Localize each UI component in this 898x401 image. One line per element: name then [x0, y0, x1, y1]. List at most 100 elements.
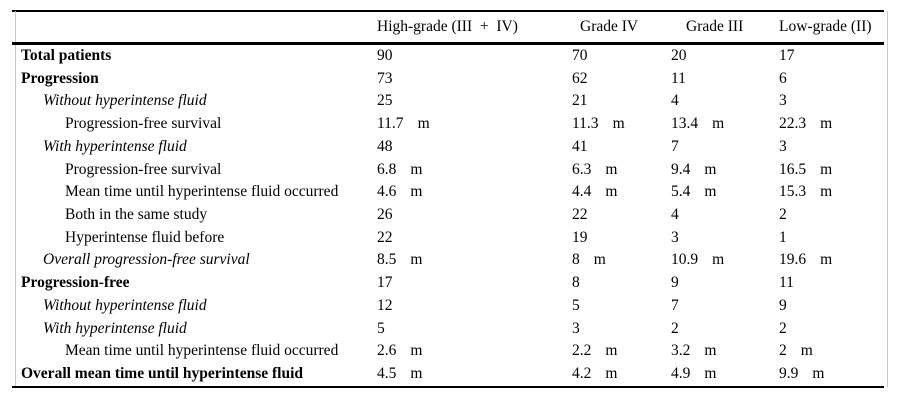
cell-value: 4.9 m [671, 363, 716, 386]
cell-value: 2 [779, 204, 787, 227]
cell-value: 2.6 m [377, 340, 422, 363]
cell-number: 11.3 [572, 115, 599, 133]
cell-number: 5 [377, 319, 385, 337]
unit-label: m [410, 365, 423, 383]
cell-number: 5.4 [671, 183, 691, 201]
column-header-low-grade: Low-grade (II) [779, 18, 872, 35]
row-label: Progression [21, 69, 99, 87]
cell-value: 7 [671, 136, 679, 159]
cell-value: 90 [377, 45, 393, 68]
table-row: Progression-free survival 6.8 m 6.3 m 9.4 m 16.… [0, 159, 898, 182]
unit-label: m [410, 251, 423, 269]
cell-value: 9 [779, 295, 787, 318]
table-row: Mean time until hyperintense fluid occur… [0, 340, 898, 363]
cell-number: 10.9 [671, 251, 699, 269]
cell-value: 11 [671, 68, 686, 91]
unit-label: m [704, 160, 717, 178]
cell-number: 2 [779, 319, 787, 337]
row-label: Mean time until hyperintense fluid occur… [65, 342, 339, 360]
cell-number: 4.4 [572, 183, 592, 201]
cell-number: 73 [377, 69, 393, 87]
unit-label: m [605, 183, 618, 201]
cell-number: 4.2 [572, 365, 592, 383]
table-row: Without hyperintense fluid 12 5 7 9 [0, 295, 898, 318]
cell-number: 21 [572, 92, 588, 110]
cell-number: 4.5 [377, 365, 397, 383]
cell-value: 1 [779, 227, 787, 250]
cell-number: 13.4 [671, 115, 699, 133]
cell-number: 9 [779, 296, 787, 314]
unit-label: m [704, 342, 717, 360]
cell-value: 4 [671, 204, 679, 227]
cell-value: 17 [377, 272, 393, 295]
cell-number: 9.9 [779, 365, 799, 383]
cell-value: 13.4 m [671, 113, 724, 136]
cell-number: 12 [377, 296, 393, 314]
table-row: Hyperintense fluid before 22 19 3 1 [0, 227, 898, 250]
cell-number: 6 [779, 69, 787, 87]
cell-value: 9.4 m [671, 159, 716, 182]
table-body: Total patients 90 70 20 17 Progression 73 62 11 6… [0, 45, 898, 386]
table-left-frame-line [15, 11, 16, 387]
cell-value: 5.4 m [671, 181, 716, 204]
cell-number: 22.3 [779, 115, 807, 133]
table-row: Mean time until hyperintense fluid occur… [0, 181, 898, 204]
cell-number: 9 [671, 274, 679, 292]
cell-number: 17 [377, 274, 393, 292]
cell-number: 19.6 [779, 251, 807, 269]
row-label: Overall progression-free survival [43, 251, 250, 269]
cell-number: 62 [572, 69, 588, 87]
table-row: Progression-free 17 8 9 11 [0, 272, 898, 295]
cell-value: 26 [377, 204, 393, 227]
cell-number: 1 [779, 228, 787, 246]
cell-number: 2 [779, 206, 787, 224]
cell-number: 41 [572, 137, 588, 155]
table-right-frame-line [887, 11, 888, 387]
cell-value: 20 [671, 45, 687, 68]
cell-value: 19.6 m [779, 249, 832, 272]
cell-number: 5 [572, 296, 580, 314]
cell-value: 15.3 m [779, 181, 832, 204]
cell-number: 2.6 [377, 342, 397, 360]
cell-value: 8.5 m [377, 249, 422, 272]
cell-value: 22 [377, 227, 393, 250]
cell-number: 8 [572, 274, 580, 292]
unit-label: m [605, 342, 618, 360]
cell-value: 3.2 m [671, 340, 716, 363]
row-label: Progression-free survival [65, 115, 222, 133]
cell-value: 11 [779, 272, 794, 295]
cell-value: 7 [671, 295, 679, 318]
row-label: Both in the same study [65, 206, 208, 224]
unit-label: m [800, 342, 813, 360]
cell-value: 9 [671, 272, 679, 295]
unit-label: m [820, 251, 833, 269]
cell-number: 48 [377, 137, 393, 155]
unit-label: m [417, 115, 430, 133]
cell-number: 15.3 [779, 183, 807, 201]
table-row: Total patients 90 70 20 17 [0, 45, 898, 68]
table-row: Progression 73 62 11 6 [0, 68, 898, 91]
cell-value: 4.2 m [572, 363, 617, 386]
cell-number: 7 [671, 137, 679, 155]
cell-number: 8 [572, 251, 580, 269]
unit-label: m [704, 183, 717, 201]
unit-label: m [593, 251, 606, 269]
cell-value: 22 [572, 204, 588, 227]
cell-value: 5 [377, 318, 385, 341]
cell-number: 6.8 [377, 160, 397, 178]
row-label: With hyperintense fluid [43, 319, 187, 337]
cell-value: 70 [572, 45, 588, 68]
unit-label: m [612, 115, 625, 133]
cell-value: 48 [377, 136, 393, 159]
cell-number: 3.2 [671, 342, 691, 360]
cell-value: 22.3 m [779, 113, 832, 136]
unit-label: m [820, 115, 833, 133]
cell-number: 2 [671, 319, 679, 337]
row-label: Total patients [21, 47, 112, 64]
cell-value: 11.7 m [377, 113, 430, 136]
unit-label: m [605, 365, 618, 383]
table-row: With hyperintense fluid 5 3 2 2 [0, 318, 898, 341]
cell-number: 25 [377, 92, 393, 110]
column-header-high-grade: High-grade (III + IV) [377, 18, 518, 35]
